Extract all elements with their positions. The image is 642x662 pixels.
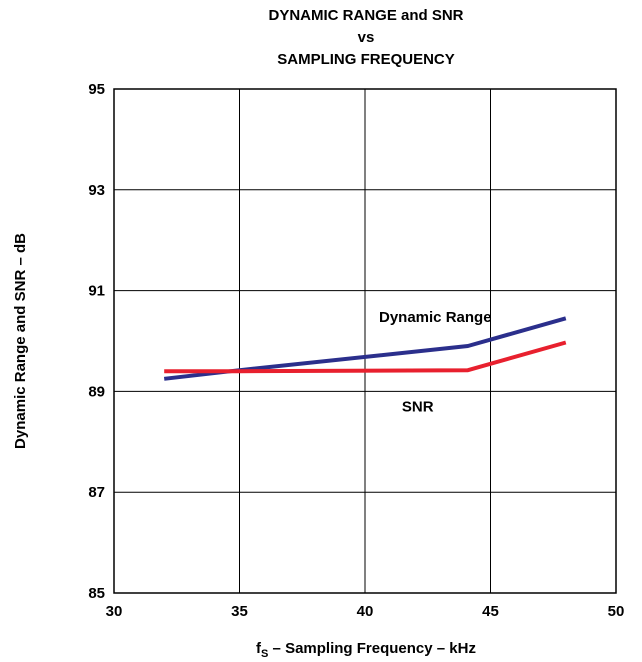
dynamic-range-label: Dynamic Range [379,309,492,326]
y-tick-label-89: 89 [88,383,105,400]
y-tick-label-95: 95 [88,81,105,98]
x-tick-label-35: 35 [231,603,248,620]
plot-frame [113,88,617,594]
grid [114,89,616,593]
y-tick-label-91: 91 [88,283,105,300]
series-lines [163,316,567,381]
x-axis-label-prefix: f [256,640,262,657]
x-tick-label-30: 30 [106,603,123,620]
y-tick-label-87: 87 [88,484,105,501]
x-tick-label-40: 40 [357,603,374,620]
chart-title: DYNAMIC RANGE and SNR vs SAMPLING FREQUE… [268,7,463,68]
x-axis-label-text: – Sampling Frequency – kHz [268,640,476,657]
snr-label-background [381,396,454,417]
y-tick-label-85: 85 [88,585,105,602]
series-line-snr [164,340,567,374]
x-tick-label-50: 50 [608,603,625,620]
y-tick-labels: 85 87 89 91 93 95 [88,81,105,602]
title-line-1: DYNAMIC RANGE and SNR [268,7,463,24]
title-line-2: vs [358,29,375,46]
x-tick-labels: 30 35 40 45 50 [106,603,625,620]
y-tick-label-93: 93 [88,182,105,199]
x-tick-label-45: 45 [482,603,499,620]
series-line-dynamic-range [163,316,567,381]
series-annotations: Dynamic Range SNR [379,309,492,417]
y-axis-label: Dynamic Range and SNR – dB [12,233,29,449]
x-axis-label-subscript: S [261,648,268,660]
snr-label: SNR [402,399,434,416]
x-axis-label: fS – Sampling Frequency – kHz [256,640,476,660]
title-line-3: SAMPLING FREQUENCY [277,51,455,68]
